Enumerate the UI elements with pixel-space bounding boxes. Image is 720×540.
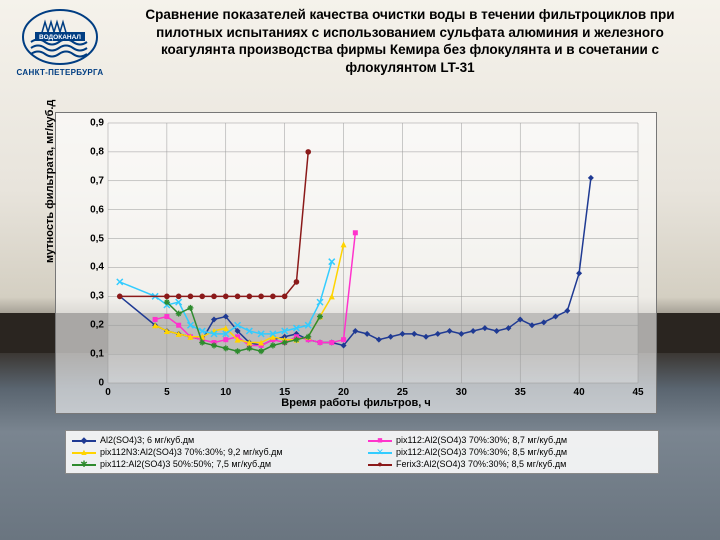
logo-caption: САНКТ-ПЕТЕРБУРГА [10, 68, 110, 77]
logo-brand-text: ВОДОКАНАЛ [39, 34, 81, 41]
y-tick: 0,5 [90, 233, 104, 244]
y-tick: 0,8 [90, 146, 104, 157]
y-tick: 0,9 [90, 118, 104, 129]
legend-item: ◆Al2(SO4)3; 6 мг/куб.дм [72, 435, 356, 445]
y-tick: 0,3 [90, 291, 104, 302]
vodokanal-logo-icon: ВОДОКАНАЛ [21, 8, 99, 66]
legend-item: ✕pix112:Al2(SO4)3 70%:30%; 8,5 мг/куб.дм [368, 447, 652, 457]
y-tick: 0 [98, 378, 104, 389]
slide: ВОДОКАНАЛ САНКТ-ПЕТЕРБУРГА Сравнение пок… [0, 0, 720, 540]
legend-item: ●Ferix3:Al2(SO4)3 70%:30%; 8,5 мг/куб.дм [368, 459, 652, 469]
y-tick: 0,6 [90, 204, 104, 215]
y-tick: 0,7 [90, 175, 104, 186]
legend-item: ▲pix112N3:Al2(SO4)3 70%:30%; 9,2 мг/куб.… [72, 447, 356, 457]
slide-title: Сравнение показателей качества очистки в… [130, 6, 690, 76]
legend-item: ■pix112:Al2(SO4)3 70%:30%; 8,7 мг/куб.дм [368, 435, 652, 445]
chart-legend: ◆Al2(SO4)3; 6 мг/куб.дм ■pix112:Al2(SO4)3… [65, 430, 659, 474]
plot-area: 00,10,20,30,40,50,60,70,80,9051015202530… [108, 123, 638, 383]
logo: ВОДОКАНАЛ САНКТ-ПЕТЕРБУРГА [10, 8, 110, 77]
x-axis-label: Время работы фильтров, ч [56, 397, 656, 409]
y-tick: 0,2 [90, 320, 104, 331]
y-tick: 0,1 [90, 349, 104, 360]
legend-item: ✱pix112:Al2(SO4)3 50%:50%; 7,5 мг/куб.дм [72, 459, 356, 469]
y-tick: 0,4 [90, 262, 104, 273]
y-axis-label: мутность фильтрата, мг/куб.д [44, 100, 56, 263]
chart-container: мутность фильтрата, мг/куб.д 00,10,20,30… [55, 112, 657, 414]
